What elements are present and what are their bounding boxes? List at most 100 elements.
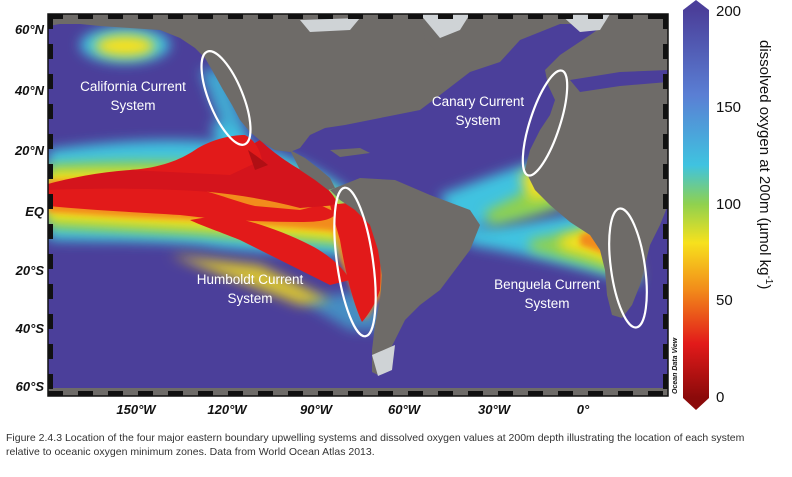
- frame-tick: [48, 194, 53, 209]
- frame-tick: [663, 344, 668, 359]
- frame-tick: [318, 14, 333, 19]
- frame-tick: [78, 14, 93, 19]
- frame-tick: [48, 14, 53, 29]
- frame-tick: [438, 14, 453, 19]
- lat-label-40n: 40°N: [14, 83, 45, 98]
- lat-label-60s: 60°S: [16, 379, 45, 394]
- frame-tick: [48, 254, 53, 269]
- frame-tick: [48, 14, 63, 19]
- humboldt-label-line2: System: [227, 291, 272, 306]
- frame-tick: [468, 391, 483, 396]
- colorbar-tick-50: 50: [716, 292, 733, 309]
- odv-watermark: Ocean Data View: [672, 337, 679, 394]
- colorbar-title-superscript: -1: [763, 275, 774, 284]
- benguela-ellipse: [608, 207, 648, 329]
- frame-tick: [138, 14, 153, 19]
- frame-tick: [663, 14, 668, 29]
- land: [48, 14, 668, 396]
- frame-tick: [558, 14, 573, 19]
- colorbar-tick-0: 0: [716, 389, 724, 406]
- colorbar-top-arrow: [683, 0, 709, 10]
- oxygen-map: California Current System Canary Current…: [14, 0, 774, 417]
- colorbar-title-mu: µ: [756, 223, 773, 232]
- humboldt-ellipse: [333, 186, 377, 338]
- frame-tick: [588, 391, 603, 396]
- benguela-label-line1: Benguela Current: [494, 277, 600, 292]
- frame-tick: [48, 284, 53, 299]
- frame-tick: [48, 224, 53, 239]
- frame-tick: [198, 391, 213, 396]
- frame-tick: [498, 391, 513, 396]
- frame-tick: [528, 391, 543, 396]
- frame-tick: [198, 14, 213, 19]
- frame-tick: [408, 14, 423, 19]
- california-ellipse: [200, 50, 252, 146]
- frame-tick: [663, 284, 668, 299]
- frame-tick: [348, 391, 363, 396]
- california-label-line1: California Current: [80, 79, 186, 94]
- frame-tick: [48, 134, 53, 149]
- colorbar-tick-100: 100: [716, 196, 741, 213]
- frame-tick: [318, 391, 333, 396]
- frame-tick: [663, 74, 668, 89]
- frame-tick: [528, 14, 543, 19]
- humboldt-label-line1: Humboldt Current: [197, 272, 304, 287]
- lon-label-90w: 90°W: [300, 402, 334, 417]
- frame-tick: [48, 314, 53, 329]
- lat-label-60n: 60°N: [15, 22, 45, 37]
- colorbar-title-suffix: ): [756, 284, 773, 289]
- frame-tick: [558, 391, 573, 396]
- colorbar: [683, 10, 709, 398]
- frame-tick: [258, 14, 273, 19]
- lat-label-40s: 40°S: [15, 321, 45, 336]
- frame-tick: [663, 44, 668, 59]
- frame-tick: [108, 391, 123, 396]
- frame-tick: [108, 14, 123, 19]
- figure-caption: Figure 2.4.3 Location of the four major …: [6, 432, 745, 458]
- colorbar-tick-150: 150: [716, 99, 741, 116]
- frame-tick: [663, 194, 668, 209]
- lon-label-60w: 60°W: [388, 402, 422, 417]
- frame-tick: [663, 134, 668, 149]
- frame-tick: [648, 391, 663, 396]
- frame-tick: [288, 14, 303, 19]
- map-body: California Current System Canary Current…: [48, 14, 668, 396]
- frame-tick: [663, 224, 668, 239]
- lon-label-0: 0°: [577, 402, 590, 417]
- lat-label-eq: EQ: [25, 204, 44, 219]
- frame-tick: [48, 104, 53, 119]
- frame-tick: [378, 14, 393, 19]
- colorbar-title-unit: mol kg: [756, 231, 773, 275]
- frame-tick: [168, 391, 183, 396]
- frame-tick: [408, 391, 423, 396]
- frame-tick: [618, 14, 633, 19]
- frame-tick: [48, 164, 53, 179]
- lon-label-150w: 150°W: [116, 402, 157, 417]
- frame-tick: [168, 14, 183, 19]
- upwelling-ellipses: [200, 50, 648, 338]
- frame-ticks: [48, 14, 668, 396]
- canary-label-line1: Canary Current: [432, 94, 525, 109]
- frame-tick: [48, 391, 63, 396]
- oxygen-minimum-zone: [48, 135, 630, 322]
- frame-tick: [48, 344, 53, 359]
- frame-tick: [48, 44, 53, 59]
- frame-tick: [78, 391, 93, 396]
- frame-tick: [618, 391, 633, 396]
- colorbar-title: dissolved oxygen at 200m (µmol kg-1): [756, 40, 774, 289]
- frame-tick: [498, 14, 513, 19]
- lat-label-20n: 20°N: [14, 143, 45, 158]
- frame-tick: [588, 14, 603, 19]
- canary-label-line2: System: [455, 113, 500, 128]
- frame-tick: [648, 14, 663, 19]
- frame-tick: [468, 14, 483, 19]
- california-label-line2: System: [110, 98, 155, 113]
- lon-label-120w: 120°W: [207, 402, 248, 417]
- colorbar-title-prefix: dissolved oxygen at 200m (: [756, 40, 773, 223]
- frame-tick: [663, 314, 668, 329]
- frame-tick: [228, 14, 243, 19]
- lat-label-20s: 20°S: [15, 263, 45, 278]
- frame-tick: [138, 391, 153, 396]
- frame-tick: [348, 14, 363, 19]
